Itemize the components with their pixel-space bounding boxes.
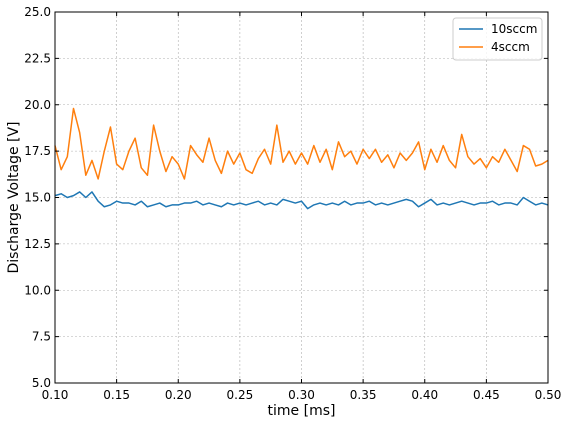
series-line-10sccm [54,191,549,210]
x-tick-label: 0.10 [42,388,69,402]
x-tick-label: 0.15 [103,388,130,402]
y-tick-label: 17.5 [24,144,51,158]
y-tick-label: 12.5 [24,237,51,251]
legend: 10sccm 4sccm [452,17,543,61]
x-axis-label: time [ms] [268,403,336,419]
legend-label-4sccm: 4sccm [491,40,530,54]
legend-label-10sccm: 10sccm [491,22,537,36]
y-tick-label: 10.0 [24,283,51,297]
y-tick-label: 20.0 [24,98,51,112]
y-tick-label: 25.0 [24,5,51,19]
y-tick-label: 22.5 [24,51,51,65]
x-tick-label: 0.25 [227,388,254,402]
x-tick-label: 0.20 [165,388,192,402]
y-tick-label: 7.5 [32,330,51,344]
x-tick-label: 0.30 [288,388,315,402]
y-tick-label: 15.0 [24,191,51,205]
grid-lines [54,11,549,384]
axis-ticks: 0.10 0.15 0.20 0.25 0.30 0.35 0.40 0.45 0.50 5.0 7… [24,5,561,402]
x-tick-label: 0.50 [535,388,562,402]
y-tick-label: 5.0 [32,376,51,390]
x-tick-label: 0.40 [411,388,438,402]
series-layer [54,107,549,210]
x-tick-label: 0.45 [473,388,500,402]
y-axis-label: Discharge Voltage [V] [6,121,22,273]
series-line-4sccm [54,107,549,180]
x-tick-label: 0.35 [350,388,377,402]
